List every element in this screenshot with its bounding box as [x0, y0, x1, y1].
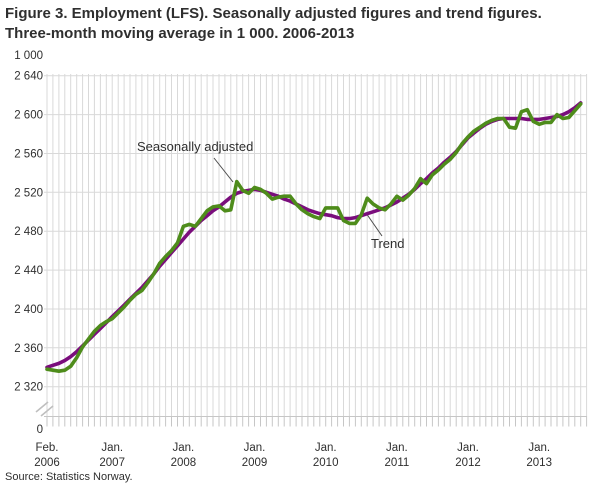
x-axis-month-label: Feb. — [35, 442, 58, 454]
y-axis-tick-label: 2 360 — [14, 343, 43, 355]
x-axis-ticks — [46, 416, 588, 427]
y-axis-break-icon — [35, 401, 54, 417]
x-axis-month-label: Jan. — [244, 442, 266, 454]
trend-leader-line — [365, 212, 383, 237]
break-mark — [40, 405, 54, 417]
x-axis-year-label: 2010 — [313, 457, 339, 469]
vertical-gridlines — [46, 74, 588, 417]
figure-title-line2: Three-month moving average in 1 000. 200… — [5, 24, 355, 42]
x-axis-year-label: 2013 — [526, 457, 552, 469]
x-axis-year-label: 2008 — [171, 457, 197, 469]
x-axis-month-label: Jan. — [101, 442, 123, 454]
y-axis-unit-label: 1 000 — [14, 50, 43, 62]
x-axis-year-label: 2012 — [455, 457, 481, 469]
trend-label: Trend — [371, 236, 405, 251]
x-axis-year-label: 2006 — [34, 457, 60, 469]
x-axis-month-label: Jan. — [386, 442, 408, 454]
y-axis-tick-label: 2 480 — [14, 226, 43, 238]
x-axis-labels: Feb. 2006 Jan. 2007 Jan. 2008 Jan. 2009 Jan. 2010… — [34, 442, 552, 469]
x-axis-year-label: 2011 — [385, 457, 410, 469]
y-axis-tick-label: 2 320 — [14, 382, 43, 394]
x-axis-year-label: 2007 — [99, 457, 125, 469]
x-axis-month-label: Jan. — [457, 442, 479, 454]
y-axis-tick-label: 2 600 — [14, 110, 43, 122]
horizontal-gridlines — [44, 75, 587, 388]
y-axis-tick-label: 2 520 — [14, 187, 43, 199]
break-mark — [35, 401, 49, 413]
x-axis-year-label: 2009 — [242, 457, 268, 469]
seasonally-adjusted-line — [45, 102, 583, 374]
y-axis-tick-label: 2 640 — [14, 71, 43, 83]
source-note: Source: Statistics Norway. — [5, 471, 133, 483]
annotation-leader-lines — [213, 157, 383, 237]
figure-title: Figure 3. Employment (LFS). Seasonally a… — [5, 4, 605, 43]
x-axis-month-label: Jan. — [315, 442, 337, 454]
seasonally-adjusted-label: Seasonally adjusted — [137, 139, 254, 154]
y-axis-tick-label: 2 400 — [14, 304, 43, 316]
x-axis-month-label: Jan. — [528, 442, 550, 454]
y-axis-zero-label: 0 — [37, 424, 43, 436]
y-axis-tick-label: 2 560 — [14, 149, 43, 161]
x-axis-month-label: Jan. — [173, 442, 195, 454]
figure-title-line1: Figure 3. Employment (LFS). Seasonally a… — [5, 5, 542, 22]
seasonally-adjusted-leader-line — [213, 157, 234, 183]
y-axis-tick-label: 2 440 — [14, 265, 43, 277]
y-axis-labels: 1 000 2 640 2 600 2 560 2 520 2 480 2 440 2 400… — [14, 50, 43, 436]
